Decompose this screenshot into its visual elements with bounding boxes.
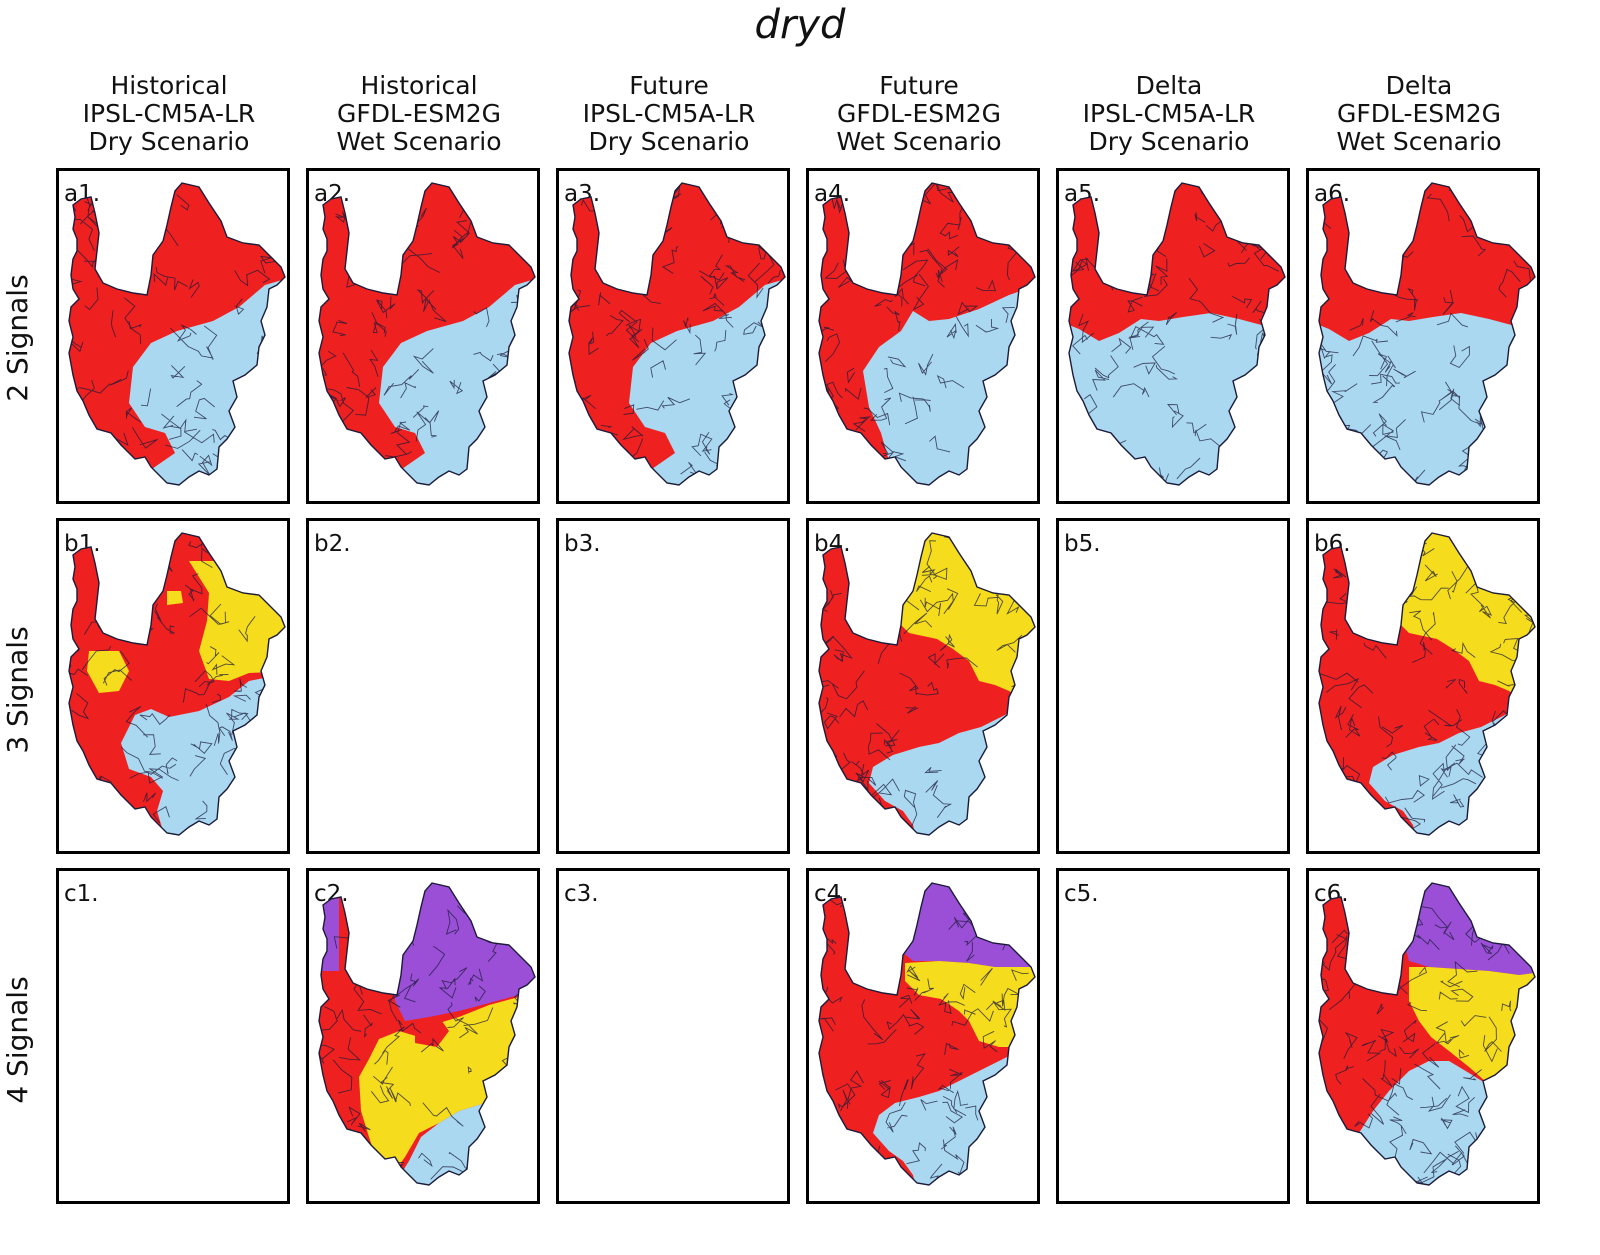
basin-outline xyxy=(1318,182,1536,486)
column-header-5: Delta IPSL-CM5A-LR Dry Scenario xyxy=(1049,72,1289,156)
panel-label: b3. xyxy=(564,531,601,557)
column-header-line3: Dry Scenario xyxy=(1088,127,1250,156)
panel-label: c1. xyxy=(64,881,99,907)
column-header-line3: Wet Scenario xyxy=(836,127,1002,156)
column-header-line2: IPSL-CM5A-LR xyxy=(1082,99,1256,128)
basin-map xyxy=(318,882,536,1186)
basin-map xyxy=(318,182,536,486)
column-header-line2: GFDL-ESM2G xyxy=(336,99,502,128)
column-header-3: Future IPSL-CM5A-LR Dry Scenario xyxy=(549,72,789,156)
basin-map xyxy=(818,182,1036,486)
region-red xyxy=(415,1017,449,1047)
map-panel: c4. xyxy=(806,868,1040,1204)
map-panel: c6. xyxy=(1306,868,1540,1204)
basin-map xyxy=(68,182,286,486)
column-header-line1: Future xyxy=(879,71,959,100)
region-yellow xyxy=(87,651,129,693)
row-header-2: 3 Signals xyxy=(1,626,34,754)
column-header-line1: Delta xyxy=(1385,71,1453,100)
map-panel: c5. xyxy=(1056,868,1290,1204)
basin-outline xyxy=(818,182,1036,486)
basin-outline xyxy=(1068,182,1286,486)
basin-outline xyxy=(1318,532,1536,836)
row-header-3: 4 Signals xyxy=(1,976,34,1104)
column-header-4: Future GFDL-ESM2G Wet Scenario xyxy=(799,72,1039,156)
panel-label: c3. xyxy=(564,881,599,907)
map-panel: b6. xyxy=(1306,518,1540,854)
region-red xyxy=(1353,1083,1367,1097)
basin-outline xyxy=(818,532,1036,836)
map-panel: a1. xyxy=(56,168,290,504)
column-header-line2: GFDL-ESM2G xyxy=(1336,99,1502,128)
basin-outline xyxy=(818,882,1036,1186)
map-panel: a5. xyxy=(1056,168,1290,504)
column-header-1: Historical IPSL-CM5A-LR Dry Scenario xyxy=(49,72,289,156)
column-header-2: Historical GFDL-ESM2G Wet Scenario xyxy=(299,72,539,156)
map-panel: b2. xyxy=(306,518,540,854)
basin-outline xyxy=(318,182,536,486)
map-panel: b5. xyxy=(1056,518,1290,854)
basin-map xyxy=(1068,182,1286,486)
basin-map xyxy=(568,182,786,486)
column-header-line1: Delta xyxy=(1135,71,1203,100)
panel-label: b5. xyxy=(1064,531,1101,557)
map-panel: a4. xyxy=(806,168,1040,504)
basin-outline xyxy=(1318,882,1536,1186)
figure-title: dryd xyxy=(754,2,846,48)
column-header-line2: IPSL-CM5A-LR xyxy=(82,99,256,128)
basin-outline xyxy=(68,532,286,836)
panel-label: c5. xyxy=(1064,881,1099,907)
column-header-line2: GFDL-ESM2G xyxy=(836,99,1002,128)
map-panel: c2. xyxy=(306,868,540,1204)
map-panel: c1. xyxy=(56,868,290,1204)
panel-label: b2. xyxy=(314,531,351,557)
basin-outline xyxy=(568,182,786,486)
basin-outline xyxy=(68,182,286,486)
map-panel: b3. xyxy=(556,518,790,854)
map-panel: c3. xyxy=(556,868,790,1204)
region-purple xyxy=(1389,883,1535,975)
basin-map xyxy=(1318,882,1536,1186)
region-purple xyxy=(889,883,1035,967)
column-header-line1: Future xyxy=(629,71,709,100)
basin-outline xyxy=(318,882,536,1186)
basin-map xyxy=(68,532,286,836)
region-yellow xyxy=(359,997,535,1171)
column-header-line3: Dry Scenario xyxy=(588,127,750,156)
basin-map xyxy=(818,532,1036,836)
column-header-line3: Wet Scenario xyxy=(336,127,502,156)
row-header-1: 2 Signals xyxy=(1,274,34,402)
column-header-line3: Dry Scenario xyxy=(88,127,250,156)
region-yellow xyxy=(167,591,183,605)
column-header-line1: Historical xyxy=(110,71,228,100)
map-panel: a6. xyxy=(1306,168,1540,504)
basin-map xyxy=(1318,182,1536,486)
map-panel: b4. xyxy=(806,518,1040,854)
column-header-6: Delta GFDL-ESM2G Wet Scenario xyxy=(1299,72,1539,156)
map-panel: b1. xyxy=(56,518,290,854)
basin-map xyxy=(1318,532,1536,836)
basin-map xyxy=(818,882,1036,1186)
map-panel: a2. xyxy=(306,168,540,504)
map-panel: a3. xyxy=(556,168,790,504)
column-header-line2: IPSL-CM5A-LR xyxy=(582,99,756,128)
column-header-line1: Historical xyxy=(360,71,478,100)
column-header-line3: Wet Scenario xyxy=(1336,127,1502,156)
